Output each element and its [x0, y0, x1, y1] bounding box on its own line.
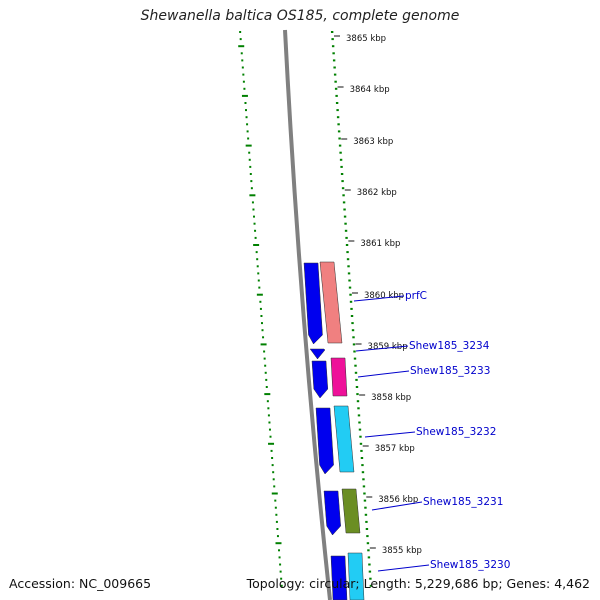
cds-block	[330, 357, 348, 397]
scale-label: 3861 kbp	[360, 239, 400, 249]
gene-arrow	[330, 555, 348, 600]
tick-ring-inner	[238, 31, 283, 587]
feature-track	[303, 261, 365, 600]
gene-label: prfC	[405, 290, 427, 302]
topology-summary: Topology: circular; Length: 5,229,686 bp…	[246, 576, 590, 591]
gene-leader-line	[377, 564, 430, 572]
gene-arrow	[311, 360, 329, 399]
scale-label: 3862 kbp	[357, 188, 397, 198]
cds-block	[347, 552, 365, 600]
gene-leader-line	[357, 370, 410, 378]
scale-label: 3859 kbp	[368, 342, 408, 352]
scale-labels: 3865 kbp 3864 kbp 3863 kbp 3862 kbp 3861 kbp…	[334, 34, 422, 556]
scale-label: 3856 kbp	[378, 495, 418, 505]
gene-arrow	[309, 348, 326, 360]
cds-block	[341, 488, 361, 534]
gene-arrow	[303, 262, 323, 345]
gene-leader-line	[371, 501, 423, 511]
scale-label: 3857 kbp	[375, 444, 415, 454]
scale-label: 3855 kbp	[382, 546, 422, 556]
gene-leader-line	[355, 345, 409, 352]
gene-label: Shew185_3230	[430, 559, 510, 571]
genome-backbone	[283, 29, 332, 600]
scale-label: 3858 kbp	[371, 393, 411, 403]
gene-label: Shew185_3234	[409, 340, 490, 352]
scale-label: 3865 kbp	[346, 34, 386, 44]
scale-label: 3864 kbp	[350, 85, 390, 95]
accession-text: Accession: NC_009665	[9, 576, 152, 591]
tick-ring-outer	[330, 31, 373, 587]
cds-block	[319, 261, 343, 344]
genome-title: Shewanella baltica OS185, complete genom…	[140, 8, 460, 24]
scale-label: 3863 kbp	[353, 137, 393, 147]
gene-label: Shew185_3233	[410, 365, 490, 377]
gene-arrow	[323, 490, 341, 536]
scale-label: 3860 kbp	[364, 291, 404, 301]
gene-label: Shew185_3232	[416, 426, 496, 438]
gene-leader-line	[364, 431, 416, 438]
gene-label: Shew185_3231	[423, 496, 503, 508]
gene-arrow	[315, 407, 334, 475]
cds-block	[333, 405, 355, 473]
gene-leader-line	[353, 295, 405, 302]
gene-labels: prfC Shew185_3234 Shew185_3233 Shew185_3232…	[353, 290, 510, 572]
